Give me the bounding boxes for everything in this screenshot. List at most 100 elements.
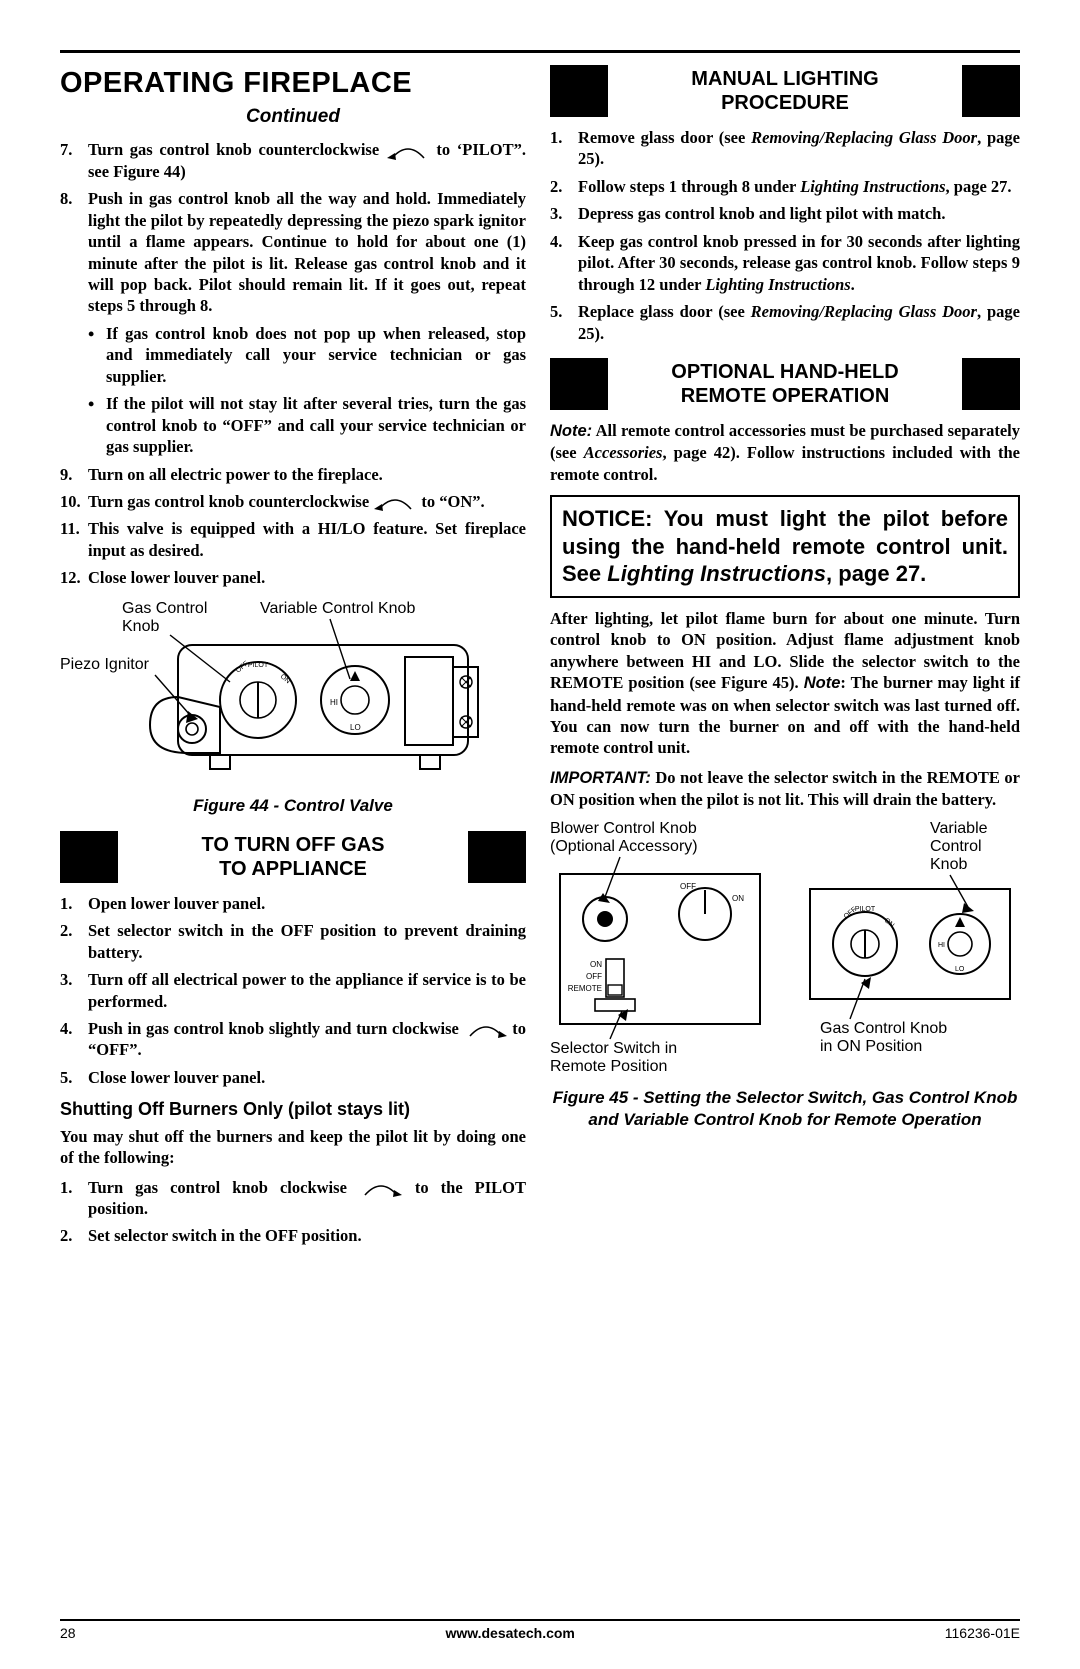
vk-lo: LO [955, 966, 965, 973]
step-text: Remove glass door (see Removing/Replacin… [578, 127, 1020, 170]
manual-step-5: 5.Replace glass door (see Removing/Repla… [550, 301, 1020, 344]
bar-right [962, 65, 1020, 117]
two-column-layout: OPERATING FIREPLACE Continued 7. Turn ga… [60, 65, 1020, 1253]
page-footer: 28 www.desatech.com 116236-01E [60, 1619, 1020, 1641]
sub-step-1: 1. Turn gas control knob clockwise to th… [60, 1177, 526, 1220]
step-num: 10. [60, 491, 88, 512]
step-num: 5. [550, 301, 578, 344]
step-num: 5. [60, 1067, 88, 1088]
line1: OPTIONAL HAND-HELD [616, 360, 954, 384]
lbl-gas: Gas Control Knobin ON Position [820, 1020, 947, 1055]
figure-44-caption: Figure 44 - Control Valve [60, 795, 526, 817]
figure-45: Blower Control Knob(Optional Accessory) … [550, 819, 1020, 1131]
off-step-1: 1.Open lower louver panel. [60, 893, 526, 914]
line2: REMOTE OPERATION [616, 384, 954, 408]
step-text: Close lower louver panel. [88, 1067, 526, 1088]
txt: Turn gas control knob clockwise [88, 1178, 347, 1197]
lbl-blower: Blower Control Knob(Optional Accessory) [550, 820, 698, 855]
step-7: 7. Turn gas control knob counterclockwis… [60, 139, 526, 182]
step-text: Replace glass door (see Removing/Replaci… [578, 301, 1020, 344]
step-num: 4. [550, 231, 578, 295]
ccw-arrow-icon [373, 495, 417, 511]
knob-pilot: PILOT [248, 662, 269, 669]
top-rule [60, 50, 1020, 53]
step-num: 1. [60, 893, 88, 914]
sw-on: ON [590, 960, 602, 969]
step-text: Turn off all electrical power to the app… [88, 969, 526, 1012]
step-num: 3. [550, 203, 578, 224]
step-text: Depress gas control knob and light pilot… [578, 203, 1020, 224]
section-title: OPTIONAL HAND-HELD REMOTE OPERATION [608, 358, 962, 410]
cw-arrow-icon [359, 1181, 403, 1197]
shutting-off-heading: Shutting Off Burners Only (pilot stays l… [60, 1098, 526, 1121]
txt: Turn gas control knob counterclockwise [88, 492, 369, 511]
gk-pilot: PILOT [855, 906, 876, 913]
step-num: 2. [550, 176, 578, 197]
figure-45-caption: Figure 45 - Setting the Selector Switch,… [550, 1087, 1020, 1131]
note-label: Note: [550, 422, 592, 440]
bullet-1: If gas control knob does not pop up when… [88, 323, 526, 387]
shutting-off-intro: You may shut off the burners and keep th… [60, 1126, 526, 1169]
section-title: TO TURN OFF GAS TO APPLIANCE [118, 831, 468, 883]
notice-box: NOTICE: You must light the pilot before … [550, 495, 1020, 598]
line1: TO TURN OFF GAS [126, 833, 460, 857]
step-8: 8. Push in gas control knob all the way … [60, 188, 526, 317]
step-text: This valve is equipped with a HI/LO feat… [88, 518, 526, 561]
lbl-selector: Selector Switch inRemote Position [550, 1040, 677, 1075]
section-turn-off: TO TURN OFF GAS TO APPLIANCE [60, 831, 526, 883]
important-label: IMPORTANT: [550, 769, 651, 787]
continued-label: Continued [60, 105, 526, 130]
step-num: 4. [60, 1018, 88, 1061]
lbl-piezo: Piezo Ignitor [60, 656, 150, 673]
lbl-var: VariableControlKnob [930, 820, 988, 873]
sub-step-2: 2.Set selector switch in the OFF positio… [60, 1225, 526, 1246]
dial-on: ON [732, 894, 744, 903]
txt: , page 27. [826, 561, 926, 586]
step-9: 9.Turn on all electric power to the fire… [60, 464, 526, 485]
page-number: 28 [60, 1625, 76, 1641]
step-text: Close lower louver panel. [88, 567, 526, 588]
bullet-2: If the pilot will not stay lit after sev… [88, 393, 526, 457]
line2: PROCEDURE [616, 91, 954, 115]
txt: Lighting Instructions [607, 561, 826, 586]
off-step-2: 2.Set selector switch in the OFF positio… [60, 920, 526, 963]
step-text: Push in gas control knob all the way and… [88, 188, 526, 317]
shutting-off-steps: 1. Turn gas control knob clockwise to th… [60, 1177, 526, 1247]
step-num: 12. [60, 567, 88, 588]
manual-step-2: 2.Follow steps 1 through 8 under Lightin… [550, 176, 1020, 197]
vk-hi: HI [938, 942, 945, 949]
manual-steps: 1.Remove glass door (see Removing/Replac… [550, 127, 1020, 344]
manual-step-3: 3.Depress gas control knob and light pil… [550, 203, 1020, 224]
warning-bullets: If gas control knob does not pop up when… [60, 323, 526, 458]
step-num: 2. [60, 1225, 88, 1246]
step-10: 10. Turn gas control knob counterclockwi… [60, 491, 526, 512]
step-num: 3. [60, 969, 88, 1012]
txt: Turn gas control knob counterclockwise [88, 140, 379, 159]
step-text: Turn on all electric power to the firepl… [88, 464, 526, 485]
step-text: Push in gas control knob slightly and tu… [88, 1018, 526, 1061]
sw-remote: REMOTE [568, 984, 602, 993]
step-text: Set selector switch in the OFF position. [88, 1225, 526, 1246]
off-step-4: 4. Push in gas control knob slightly and… [60, 1018, 526, 1061]
ccw-arrow-icon [386, 144, 430, 160]
section-manual-lighting: MANUAL LIGHTING PROCEDURE [550, 65, 1020, 117]
knob-on: ON [279, 673, 292, 685]
sw-off: OFF [586, 972, 602, 981]
step-text: Turn gas control knob counterclockwise t… [88, 491, 526, 512]
step-num: 8. [60, 188, 88, 317]
steps-7-8: 7. Turn gas control knob counterclockwis… [60, 139, 526, 317]
figure-44: Gas ControlKnob Variable Control Knob Pi… [60, 597, 526, 817]
left-column: OPERATING FIREPLACE Continued 7. Turn ga… [60, 65, 526, 1253]
right-column: MANUAL LIGHTING PROCEDURE 1.Remove glass… [550, 65, 1020, 1253]
bar-right [468, 831, 526, 883]
dial-off: OFF [680, 882, 696, 891]
control-valve-diagram: Gas ControlKnob Variable Control Knob Pi… [60, 597, 520, 787]
line2: TO APPLIANCE [126, 857, 460, 881]
section-title: MANUAL LIGHTING PROCEDURE [608, 65, 962, 117]
footer-url: www.desatech.com [445, 1625, 574, 1641]
step-12: 12.Close lower louver panel. [60, 567, 526, 588]
step-text: Set selector switch in the OFF position … [88, 920, 526, 963]
step-num: 2. [60, 920, 88, 963]
remote-diagram: Blower Control Knob(Optional Accessory) … [550, 819, 1020, 1079]
bar-right [962, 358, 1020, 410]
